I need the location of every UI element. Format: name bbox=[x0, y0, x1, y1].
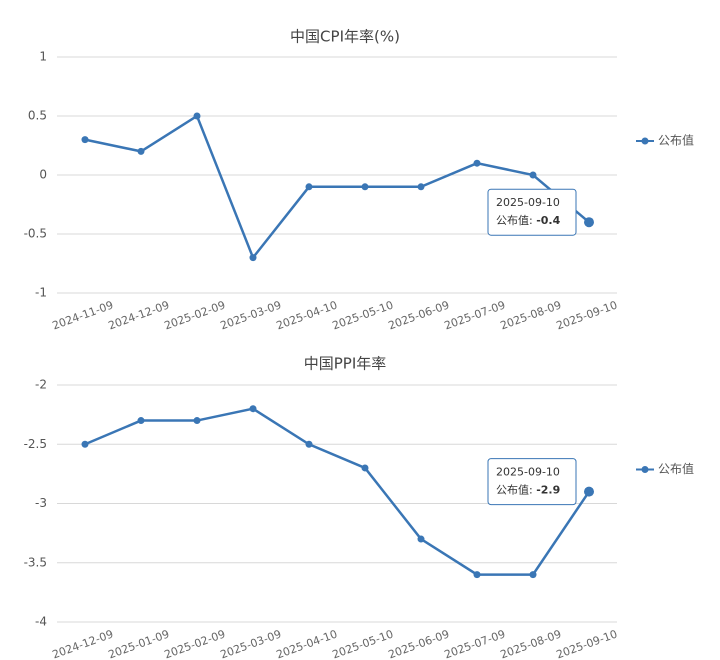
series-line bbox=[84, 407, 591, 576]
data-point[interactable] bbox=[81, 136, 89, 144]
x-tick-label: 2025-03-09 bbox=[219, 627, 284, 660]
data-point[interactable] bbox=[249, 254, 257, 262]
tooltip: 2025-09-10 公布值: -0.4 bbox=[487, 188, 577, 236]
chart-title: 中国PPI年率 bbox=[304, 355, 387, 373]
x-tick-label: 2025-02-09 bbox=[163, 298, 228, 332]
tooltip-number: -0.4 bbox=[536, 214, 560, 227]
data-point[interactable] bbox=[529, 171, 537, 179]
x-tick-label: 2024-11-09 bbox=[51, 298, 116, 332]
data-point[interactable] bbox=[529, 571, 537, 579]
tooltip-sep: : bbox=[529, 214, 536, 227]
tooltip-box bbox=[487, 458, 577, 506]
y-tick-label: -1 bbox=[35, 286, 47, 300]
x-tick-label: 2025-01-09 bbox=[107, 627, 172, 660]
tooltip-series: 公布值 bbox=[496, 214, 529, 227]
data-point[interactable] bbox=[305, 183, 313, 191]
x-tick-label: 2025-04-10 bbox=[275, 627, 340, 660]
y-tick-label: -4 bbox=[35, 615, 47, 629]
legend-label[interactable]: 公布值 bbox=[658, 133, 694, 148]
legend-marker bbox=[641, 137, 649, 145]
y-tick-label: -0.5 bbox=[24, 227, 47, 241]
y-tick-label: 1 bbox=[39, 50, 47, 64]
data-point[interactable] bbox=[81, 440, 89, 448]
x-tick-label: 2025-09-10 bbox=[555, 298, 620, 332]
x-tick-label: 2025-03-09 bbox=[219, 298, 284, 332]
x-tick-label: 2025-06-09 bbox=[387, 627, 452, 660]
y-tick-label: -3 bbox=[35, 496, 47, 510]
legend-marker bbox=[641, 466, 649, 473]
y-tick-label: 0.5 bbox=[28, 109, 47, 123]
x-tick-label: 2025-09-10 bbox=[555, 627, 620, 660]
data-point[interactable] bbox=[473, 159, 481, 167]
tooltip-date: 2025-09-10 bbox=[496, 196, 560, 209]
x-tick-label: 2025-05-10 bbox=[331, 298, 396, 332]
x-tick-label: 2025-07-09 bbox=[443, 627, 508, 660]
x-tick-label: 2025-08-09 bbox=[499, 627, 564, 660]
data-point[interactable] bbox=[249, 405, 257, 413]
x-tick-label: 2025-05-10 bbox=[331, 627, 396, 660]
data-point[interactable] bbox=[473, 571, 481, 579]
tooltip-number: -2.9 bbox=[536, 484, 560, 497]
tooltip-date: 2025-09-10 bbox=[496, 466, 560, 479]
data-point[interactable] bbox=[137, 147, 145, 155]
y-tick-label: -2.5 bbox=[24, 437, 47, 451]
tooltip-box bbox=[487, 188, 577, 236]
x-tick-label: 2025-07-09 bbox=[443, 298, 508, 332]
tooltip-series: 公布值 bbox=[496, 484, 529, 497]
data-point[interactable] bbox=[361, 464, 369, 472]
data-point[interactable] bbox=[584, 486, 594, 497]
x-tick-label: 2024-12-09 bbox=[107, 298, 172, 332]
x-tick-label: 2024-12-09 bbox=[51, 627, 116, 660]
data-point[interactable] bbox=[361, 183, 369, 191]
x-tick-label: 2025-04-10 bbox=[275, 298, 340, 332]
data-point[interactable] bbox=[417, 183, 425, 191]
tooltip-sep: : bbox=[529, 484, 536, 497]
chart-title: 中国CPI年率(%) bbox=[290, 28, 400, 46]
y-tick-label: -3.5 bbox=[24, 555, 47, 569]
tooltip-value: 公布值: -0.4 bbox=[496, 214, 561, 227]
legend-label[interactable]: 公布值 bbox=[658, 461, 694, 476]
tooltip-value: 公布值: -2.9 bbox=[496, 484, 560, 497]
x-tick-label: 2025-06-09 bbox=[387, 298, 452, 332]
y-tick-label: -2 bbox=[35, 378, 47, 392]
data-point[interactable] bbox=[193, 112, 201, 120]
data-point[interactable] bbox=[305, 440, 313, 448]
tooltip: 2025-09-10 公布值: -2.9 bbox=[487, 458, 577, 506]
data-point[interactable] bbox=[584, 217, 594, 228]
data-point[interactable] bbox=[417, 535, 425, 543]
data-point[interactable] bbox=[137, 417, 145, 425]
series-line bbox=[84, 114, 590, 261]
data-point[interactable] bbox=[193, 417, 201, 425]
x-tick-label: 2025-08-09 bbox=[499, 298, 564, 332]
y-tick-label: 0 bbox=[39, 168, 47, 182]
x-tick-label: 2025-02-09 bbox=[163, 627, 228, 660]
